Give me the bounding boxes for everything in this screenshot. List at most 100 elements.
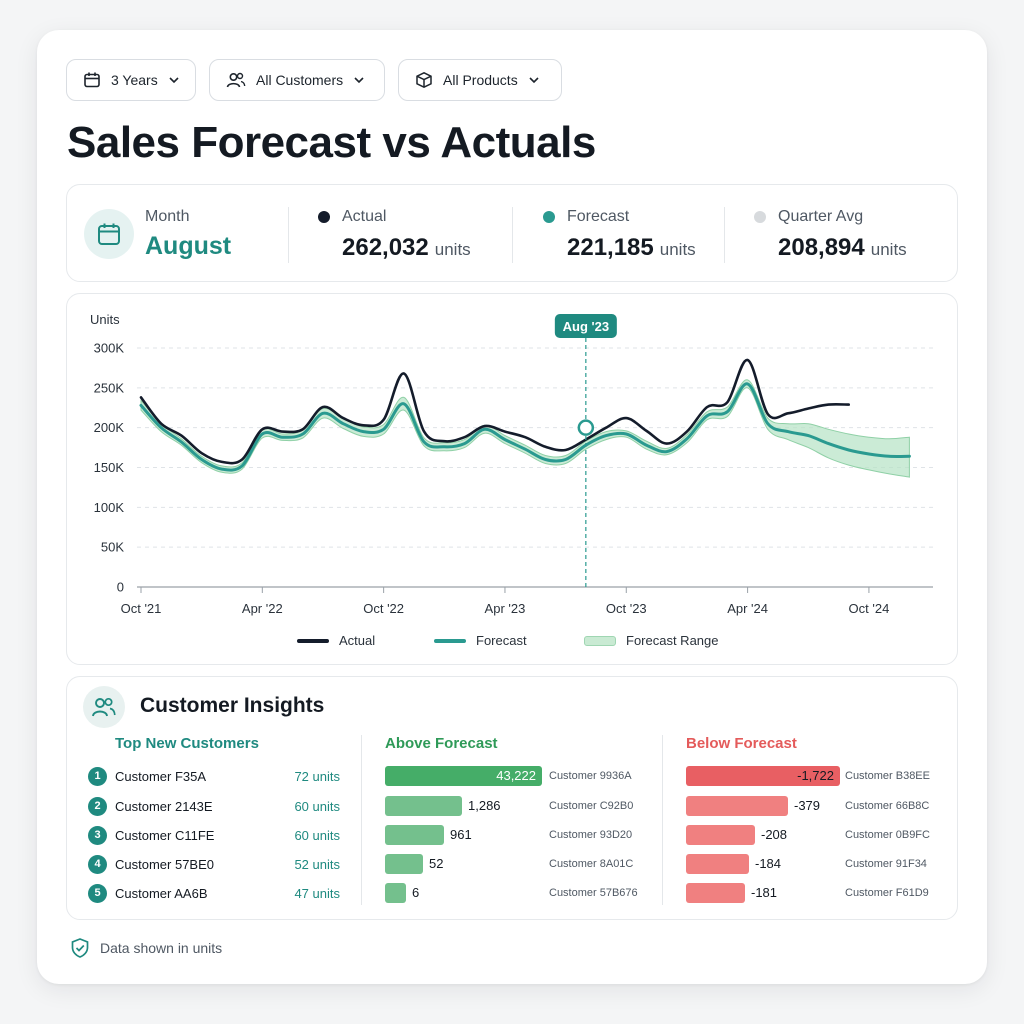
quarter-dot [754,211,766,223]
legend-actual-label: Actual [339,633,376,648]
actual-stat: 262,032 units [342,234,471,262]
page-title: Sales Forecast vs Actuals [67,118,596,167]
top-customer-row[interactable]: 5 Customer AA6B 47 units [88,882,340,904]
customer-units: 47 units [294,885,340,901]
customer-name: Customer 2143E [115,798,213,814]
rank-badge: 1 [88,766,107,786]
customers-filter[interactable]: All Customers [209,59,385,101]
rank-badge: 5 [88,883,107,903]
period-filter[interactable]: 3 Years [66,59,196,101]
period-filter-label: 3 Years [111,72,158,88]
calendar-icon [98,223,120,245]
legend-forecast-swatch [434,638,466,643]
below-forecast-value: -181 [751,885,778,900]
forecast-dot [543,211,555,223]
legend-actual[interactable]: Actual [297,633,375,648]
actual-label: Actual [342,208,387,225]
footer-text: Data shown in units [100,940,223,956]
stat-divider [288,207,289,263]
stat-divider [724,207,725,263]
below-forecast-customer: Customer 91F34 [845,858,927,870]
chevron-down-icon [529,77,539,84]
customer-insights-card [66,676,958,920]
products-filter[interactable]: All Products [398,59,562,101]
above-forecast-value: 52 [429,856,444,871]
top-customer-row[interactable]: 2 Customer 2143E 60 units [88,795,340,817]
customer-name: Customer 57BE0 [115,856,214,872]
column-divider [662,735,663,905]
quarter-value: 208,894 [778,234,865,261]
month-value: August [145,232,232,260]
products-filter-label: All Products [443,72,518,88]
month-label: Month [145,208,190,225]
forecast-value: 221,185 [567,234,654,261]
below-forecast-heading: Below Forecast [686,735,797,752]
quarter-label: Quarter Avg [778,208,864,225]
above-forecast-bar[interactable] [385,766,542,786]
forecast-label: Forecast [567,208,630,225]
above-forecast-value: 1,286 [468,798,501,813]
top-customer-row[interactable]: 4 Customer 57BE0 52 units [88,853,340,875]
forecast-unit: units [659,240,696,259]
above-forecast-customer: Customer 93D20 [549,829,633,841]
below-forecast-value: -1,722 [797,768,834,783]
above-forecast-value: 43,222 [496,768,536,783]
above-forecast-bar[interactable] [385,883,406,903]
chevron-down-icon [354,77,364,84]
below-forecast-bar[interactable] [686,883,745,903]
above-forecast-heading: Above Forecast [385,735,498,752]
month-icon-badge [84,209,134,259]
customer-name: Customer F35A [115,768,207,784]
customer-name: Customer C11FE [115,827,215,843]
below-forecast-bar[interactable] [686,854,749,874]
stat-divider [512,207,513,263]
top-customer-row[interactable]: 1 Customer F35A 72 units [88,765,340,787]
legend-forecast-label: Forecast [476,633,527,648]
above-forecast-bar[interactable] [385,796,462,816]
above-forecast-value: 6 [412,885,420,900]
chevron-down-icon [169,77,179,84]
customer-units: 60 units [294,827,340,843]
customer-units: 60 units [294,798,340,814]
customer-name: Customer AA6B [115,885,208,901]
above-forecast-value: 961 [450,827,472,842]
top-customers-heading: Top New Customers [115,735,259,752]
forecast-stat: 221,185 units [567,234,696,262]
customers-filter-label: All Customers [256,72,344,88]
legend-range[interactable]: Forecast Range [584,633,719,648]
box-icon [416,71,432,89]
users-icon [92,697,116,717]
below-forecast-value: -208 [761,827,788,842]
top-customer-row[interactable]: 3 Customer C11FE 60 units [88,824,340,846]
rank-badge: 2 [88,796,107,816]
above-forecast-bar[interactable] [385,825,444,845]
below-forecast-customer: Customer F61D9 [845,887,929,899]
below-forecast-bar[interactable] [686,825,755,845]
customer-units: 72 units [294,768,340,784]
below-forecast-customer: Customer 66B8C [845,800,930,812]
below-forecast-customer: Customer 0B9FC [845,829,930,841]
above-forecast-customer: Customer 57B676 [549,887,638,899]
legend-forecast[interactable]: Forecast [434,633,527,648]
users-icon [226,72,246,88]
above-forecast-bar[interactable] [385,854,423,874]
insights-title: Customer Insights [140,694,325,717]
calendar-icon [84,72,100,88]
actual-dot [318,211,330,223]
chart-card [66,293,958,665]
legend-actual-swatch [297,638,329,643]
below-forecast-bar[interactable] [686,766,840,786]
above-forecast-customer: Customer 9936A [549,770,632,782]
legend-range-swatch [584,635,616,646]
below-forecast-value: -379 [794,798,821,813]
above-forecast-customer: Customer 8A01C [549,858,634,870]
quarter-unit: units [870,240,907,259]
below-forecast-bar[interactable] [686,796,788,816]
actual-value: 262,032 [342,234,429,261]
column-divider [361,735,362,905]
insights-icon-badge [83,686,125,728]
above-forecast-customer: Customer C92B0 [549,800,634,812]
shield-check-icon [71,938,89,958]
quarter-stat: 208,894 units [778,234,907,262]
rank-badge: 3 [88,825,107,845]
